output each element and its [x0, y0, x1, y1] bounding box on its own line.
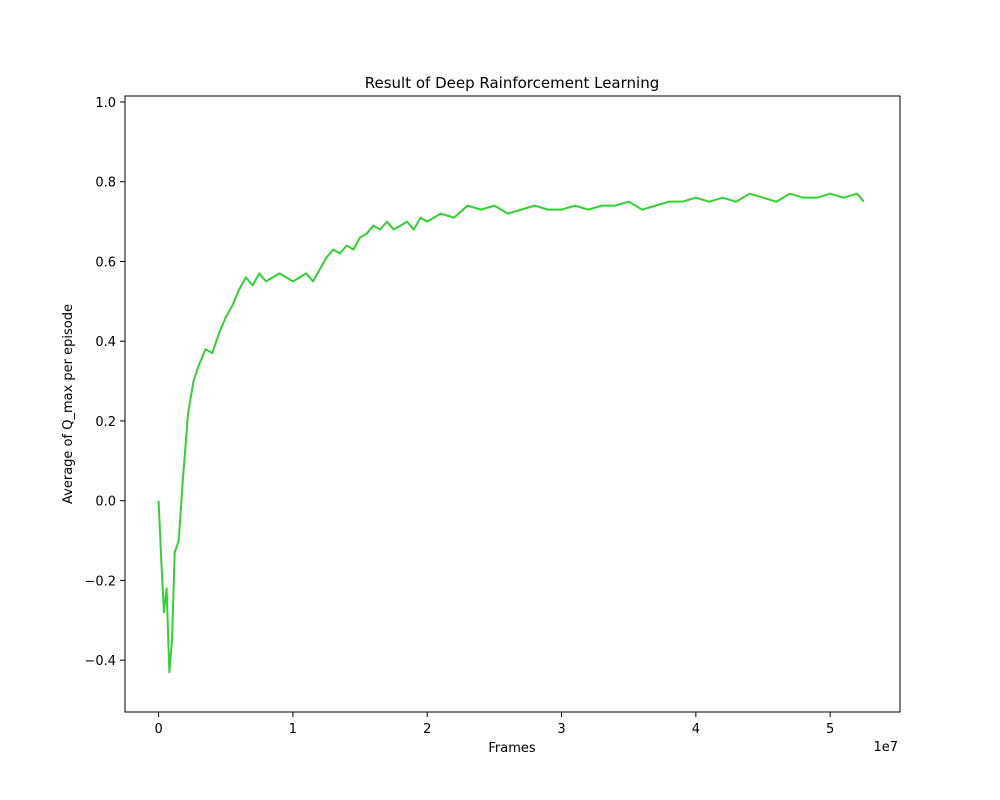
y-tick-label: 0.8 — [95, 176, 116, 191]
y-tick-label: 0.2 — [95, 415, 116, 430]
x-tick-label: 5 — [826, 722, 834, 737]
x-axis-label: Frames — [488, 741, 536, 756]
axes-frame — [124, 95, 901, 713]
x-tick-label: 0 — [154, 722, 162, 737]
y-tick-label: 0.4 — [95, 335, 116, 350]
x-tick-label: 1 — [289, 722, 297, 737]
y-tick-label: −0.4 — [84, 654, 116, 669]
x-tick-label: 3 — [557, 722, 565, 737]
y-tick-label: 0.6 — [95, 255, 116, 270]
y-axis-label: Average of Q_max per episode — [61, 304, 76, 504]
plot-area — [157, 192, 865, 674]
x-tick-label: 2 — [423, 722, 431, 737]
x-axis-offset-label: 1e7 — [873, 740, 898, 755]
y-axis: −0.4 −0.2 0.0 0.2 0.4 0.6 0.8 1.0 — [84, 96, 125, 669]
chart-title: Result of Deep Rainforcement Learning — [365, 74, 660, 92]
y-tick-label: 0.0 — [95, 495, 116, 510]
x-tick-label: 4 — [692, 722, 700, 737]
y-tick-label: −0.2 — [84, 574, 116, 589]
series-line-0 — [157, 192, 865, 674]
y-tick-label: 1.0 — [95, 96, 116, 111]
x-axis: 0 1 2 3 4 5 — [154, 712, 834, 737]
